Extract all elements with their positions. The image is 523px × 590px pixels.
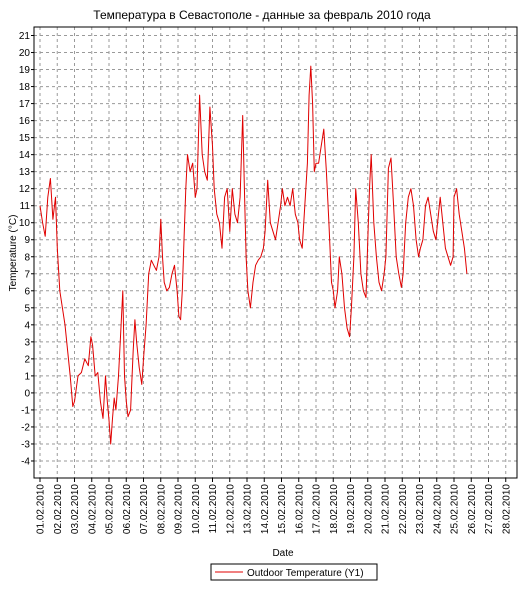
y-tick-label: -1 [21, 405, 30, 416]
x-tick-label: 11.02.2010 [208, 484, 219, 534]
y-tick-label: 17 [19, 99, 31, 110]
x-tick-label: 02.02.2010 [53, 484, 64, 534]
y-tick-label: 4 [24, 320, 30, 331]
plot-frame [33, 26, 518, 479]
y-tick-label: 5 [24, 303, 30, 314]
legend-label: Outdoor Temperature (Y1) [247, 568, 364, 579]
y-tick-label: 0 [24, 388, 30, 399]
x-tick-label: 20.02.2010 [363, 484, 374, 534]
y-tick-label: 14 [19, 150, 31, 161]
x-tick-label: 06.02.2010 [122, 484, 133, 534]
x-tick-label: 13.02.2010 [243, 484, 254, 534]
y-tick-label: 16 [19, 116, 31, 127]
y-tick-label: 20 [19, 48, 31, 59]
y-tick-label: 15 [19, 133, 31, 144]
legend-box [210, 563, 378, 581]
x-tick-label: 15.02.2010 [277, 484, 288, 534]
x-tick-label: 12.02.2010 [225, 484, 236, 534]
y-tick-label: 18 [19, 82, 31, 93]
grid-layer [34, 27, 517, 478]
x-tick-label: 19.02.2010 [346, 484, 357, 534]
y-tick-label: 21 [19, 31, 31, 42]
x-tick-label: 05.02.2010 [105, 484, 116, 534]
y-tick-label: 6 [24, 286, 30, 297]
y-tick-label: 3 [24, 337, 30, 348]
x-tick-label: 24.02.2010 [432, 484, 443, 534]
series-layer [39, 65, 468, 445]
y-tick-label: 7 [24, 269, 30, 280]
x-tick-label: 26.02.2010 [467, 484, 478, 534]
x-tick-label: 27.02.2010 [484, 484, 495, 534]
x-tick-label: 03.02.2010 [70, 484, 81, 534]
x-tick-labels: 01.02.2010 02.02.2010 03.02.2010 04.02.2010… [36, 478, 512, 534]
y-tick-label: 2 [24, 354, 30, 365]
y-tick-label: -2 [21, 422, 30, 433]
x-tick-label: 28.02.2010 [501, 484, 512, 534]
temperature-series-line [39, 65, 468, 445]
x-tick-label: 10.02.2010 [191, 484, 202, 534]
x-tick-label: 23.02.2010 [415, 484, 426, 534]
x-tick-label: 17.02.2010 [312, 484, 323, 534]
x-tick-label: 07.02.2010 [139, 484, 150, 534]
y-tick-label: -3 [21, 439, 30, 450]
x-tick-label: 08.02.2010 [156, 484, 167, 534]
x-tick-label: 21.02.2010 [381, 484, 392, 534]
x-tick-label: 22.02.2010 [398, 484, 409, 534]
y-axis-label: Temperature (°C) [8, 215, 19, 292]
y-tick-label: -4 [21, 456, 30, 467]
x-tick-label: 16.02.2010 [294, 484, 305, 534]
y-tick-label: 19 [19, 65, 31, 76]
x-axis-label: Date [272, 548, 294, 559]
y-tick-label: 1 [24, 371, 30, 382]
y-tick-label: 10 [19, 218, 31, 229]
y-tick-label: 13 [19, 167, 31, 178]
legend: Outdoor Temperature (Y1) [210, 563, 378, 581]
x-tick-label: 25.02.2010 [450, 484, 461, 534]
y-tick-label: 8 [24, 252, 30, 263]
x-tick-label: 14.02.2010 [260, 484, 271, 534]
y-tick-labels: 2120191817161514131211109876543210-1-2-3… [19, 31, 34, 467]
y-tick-label: 9 [24, 235, 30, 246]
chart-title: Температура в Севастополе - данные за фе… [93, 8, 431, 22]
y-tick-label: 12 [19, 184, 31, 195]
x-tick-label: 09.02.2010 [174, 484, 185, 534]
x-tick-label: 01.02.2010 [36, 484, 47, 534]
y-tick-label: 11 [20, 201, 31, 212]
x-tick-label: 04.02.2010 [87, 484, 98, 534]
x-tick-label: 18.02.2010 [329, 484, 340, 534]
